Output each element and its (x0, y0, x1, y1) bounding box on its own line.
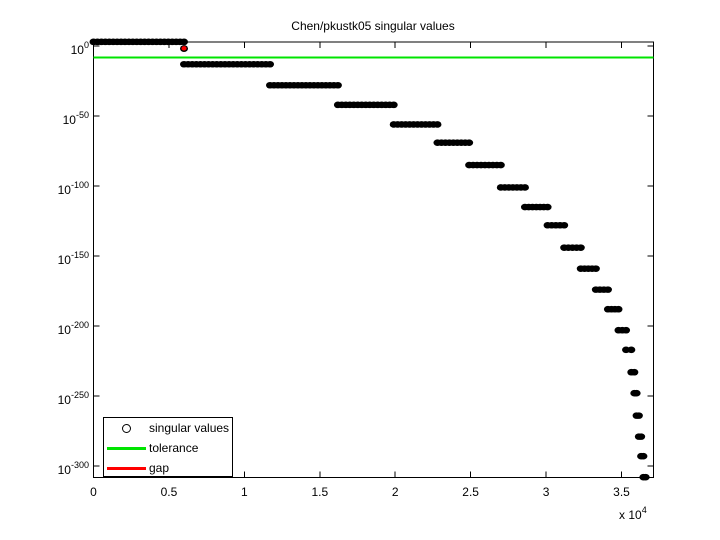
singular-value-dot (520, 184, 529, 191)
singular-value-dot (603, 286, 612, 293)
axes-box (93, 41, 654, 478)
legend-label-singular-values: singular values (149, 421, 230, 435)
x-axis-exponent-prefix: x 10 (619, 508, 642, 522)
x-tick-label: 3.5 (613, 485, 630, 499)
chart-title: Chen/pkustk05 singular values (291, 19, 455, 33)
legend-item-gap: gap (104, 458, 232, 478)
legend-swatch-tolerance (107, 446, 146, 450)
singular-value-dot (614, 305, 623, 313)
singular-value-dot (180, 38, 189, 46)
singular-value-dot (622, 326, 631, 334)
singular-value-dot (389, 101, 398, 109)
singular-value-dot (333, 81, 342, 89)
singular-value-dot (433, 121, 442, 128)
singular-value-dot (630, 368, 639, 376)
singular-value-dot (496, 161, 505, 169)
singular-value-dot (591, 265, 600, 272)
singular-value-dot (632, 389, 641, 397)
gap-line-icon (107, 466, 146, 470)
legend-item-singular-values: singular values (104, 418, 232, 438)
legend-swatch-singular-values (107, 423, 146, 433)
legend-label-gap: gap (149, 461, 170, 475)
x-tick-label: 1.5 (311, 485, 329, 499)
legend-label-tolerance: tolerance (149, 441, 199, 455)
singular-value-dot (637, 433, 646, 440)
y-tick-label: 10-300 (57, 460, 89, 478)
y-tick-label: 10-100 (57, 180, 89, 198)
x-tick-label: 2.5 (462, 485, 479, 499)
singular-value-dot (639, 452, 648, 460)
singular-value-dot (641, 473, 650, 481)
gap-marker (181, 46, 187, 51)
singular-value-dot (576, 244, 585, 251)
y-tick-label: 10-250 (57, 390, 89, 408)
singular-value-dot (465, 139, 474, 146)
singular-value-dot (560, 221, 569, 229)
tolerance-line-icon (107, 446, 146, 450)
singular-value-dot (266, 60, 275, 68)
circle-marker-icon (122, 423, 131, 433)
legend-item-tolerance: tolerance (104, 438, 232, 458)
y-tick-label: 100 (70, 40, 89, 58)
legend: singular values tolerance gap (103, 417, 233, 477)
y-tick-label: 10-50 (62, 110, 89, 128)
singular-value-dot (634, 412, 643, 419)
singular-value-dot (627, 346, 636, 354)
legend-swatch-gap (107, 466, 146, 470)
y-tick-label: 10-200 (57, 320, 89, 338)
x-tick-label: 1 (241, 485, 248, 499)
x-tick-label: 0.5 (160, 485, 178, 499)
x-tick-label: 2 (391, 485, 399, 499)
x-tick-label: 3 (542, 485, 550, 499)
x-tick-label: 0 (90, 485, 97, 499)
x-axis-exponent-value: 4 (641, 505, 647, 515)
singular-value-dot (543, 203, 552, 211)
x-axis-exponent-label: x 104 (619, 503, 647, 522)
y-tick-label: 10-150 (57, 250, 89, 268)
